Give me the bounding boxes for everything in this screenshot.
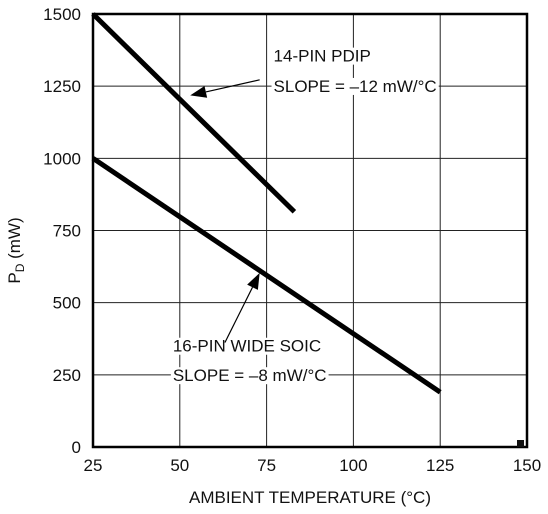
series-line-1: [91, 12, 297, 214]
x-tick-label: 25: [84, 456, 103, 475]
y-tick-label: 0: [72, 438, 81, 457]
annotation-background: [170, 337, 324, 355]
annotation-1-line-1: 14-PIN PDIP: [274, 47, 371, 66]
annotation-layer: 14-PIN PDIP SLOPE = –12 mW/°C 16-PIN WIDE …: [170, 47, 439, 385]
x-tick-label: 125: [426, 456, 454, 475]
x-tick-label: 50: [170, 456, 189, 475]
annotation-2-line-2: SLOPE = –8 mW/°C: [173, 366, 327, 385]
plot-frame: [91, 12, 529, 449]
y-tick-labels: 0 250 500 750 1000 1250 1500: [43, 5, 81, 457]
y-axis-label-subscript: D: [13, 263, 27, 272]
y-tick-label: 1250: [43, 77, 81, 96]
y-axis-label-unit: (mW): [5, 217, 24, 263]
annotation-arrow-shaft: [205, 79, 260, 93]
y-axis-label: PD (mW): [5, 217, 27, 283]
y-tick-label: 1000: [43, 149, 81, 168]
annotation-background: [271, 47, 373, 65]
y-tick-label: 250: [53, 366, 81, 385]
x-tick-labels: 25 50 75 100 125 150: [84, 456, 542, 475]
series-line-2: [91, 156, 442, 395]
corner-marker: [517, 440, 524, 447]
y-axis-label-main: P: [5, 272, 24, 283]
y-tick-label: 1500: [43, 5, 81, 24]
x-axis-label: AMBIENT TEMPERATURE (°C): [189, 488, 431, 507]
annotation-1-line-2: SLOPE = –12 mW/°C: [274, 77, 437, 96]
x-tick-label: 150: [513, 456, 541, 475]
series-layer: [91, 12, 442, 395]
x-tick-label: 75: [257, 456, 276, 475]
y-tick-label: 750: [53, 222, 81, 241]
annotation-background: [170, 367, 329, 385]
annotation-2-line-1: 16-PIN WIDE SOIC: [173, 337, 321, 356]
annotation-arrow-head: [247, 272, 260, 290]
y-tick-label: 500: [53, 294, 81, 313]
annotation-background: [271, 77, 439, 95]
x-tick-label: 100: [339, 456, 367, 475]
annotation-arrow-head: [190, 86, 208, 98]
annotation-arrow-shaft: [224, 286, 254, 343]
